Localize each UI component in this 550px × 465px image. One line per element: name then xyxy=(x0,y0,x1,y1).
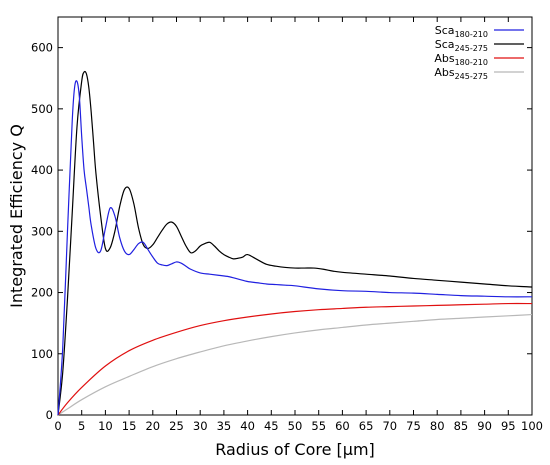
legend-label: Sca180-210 xyxy=(435,24,488,39)
y-tick-label: 0 xyxy=(46,408,53,422)
x-tick-label: 25 xyxy=(169,419,184,433)
legend-label: Sca245-275 xyxy=(435,38,488,53)
x-tick-label: 100 xyxy=(521,419,543,433)
x-axis-title: Radius of Core [µm] xyxy=(215,440,375,459)
x-tick-label: 80 xyxy=(430,419,445,433)
x-tick-label: 15 xyxy=(122,419,137,433)
y-tick-label: 600 xyxy=(31,41,53,55)
x-tick-label: 70 xyxy=(382,419,397,433)
x-tick-label: 20 xyxy=(145,419,160,433)
x-tick-label: 55 xyxy=(311,419,326,433)
x-tick-label: 5 xyxy=(78,419,85,433)
legend-label: Abs245-275 xyxy=(434,66,488,81)
x-tick-label: 35 xyxy=(217,419,232,433)
x-tick-label: 90 xyxy=(477,419,492,433)
x-tick-label: 95 xyxy=(501,419,516,433)
x-tick-label: 75 xyxy=(406,419,421,433)
y-tick-label: 100 xyxy=(31,347,53,361)
x-tick-label: 40 xyxy=(240,419,255,433)
x-tick-label: 45 xyxy=(264,419,279,433)
series-line-abs-180-210 xyxy=(57,302,533,416)
legend-label: Abs180-210 xyxy=(434,52,488,67)
x-tick-label: 60 xyxy=(335,419,350,433)
x-tick-label: 30 xyxy=(193,419,208,433)
y-tick-label: 500 xyxy=(31,102,53,116)
x-tick-label: 85 xyxy=(454,419,469,433)
x-tick-label: 50 xyxy=(288,419,303,433)
series-line-sca-180-210 xyxy=(57,80,533,416)
series-line-sca-245-275 xyxy=(57,70,533,416)
y-tick-label: 400 xyxy=(31,163,53,177)
x-tick-label: 10 xyxy=(98,419,113,433)
x-tick-label: 65 xyxy=(359,419,374,433)
y-tick-label: 200 xyxy=(31,286,53,300)
series-line-abs-245-275 xyxy=(57,313,533,416)
x-tick-label: 0 xyxy=(54,419,61,433)
y-axis-title: Integrated Efficiency Q xyxy=(7,124,26,308)
y-tick-label: 300 xyxy=(31,224,53,238)
